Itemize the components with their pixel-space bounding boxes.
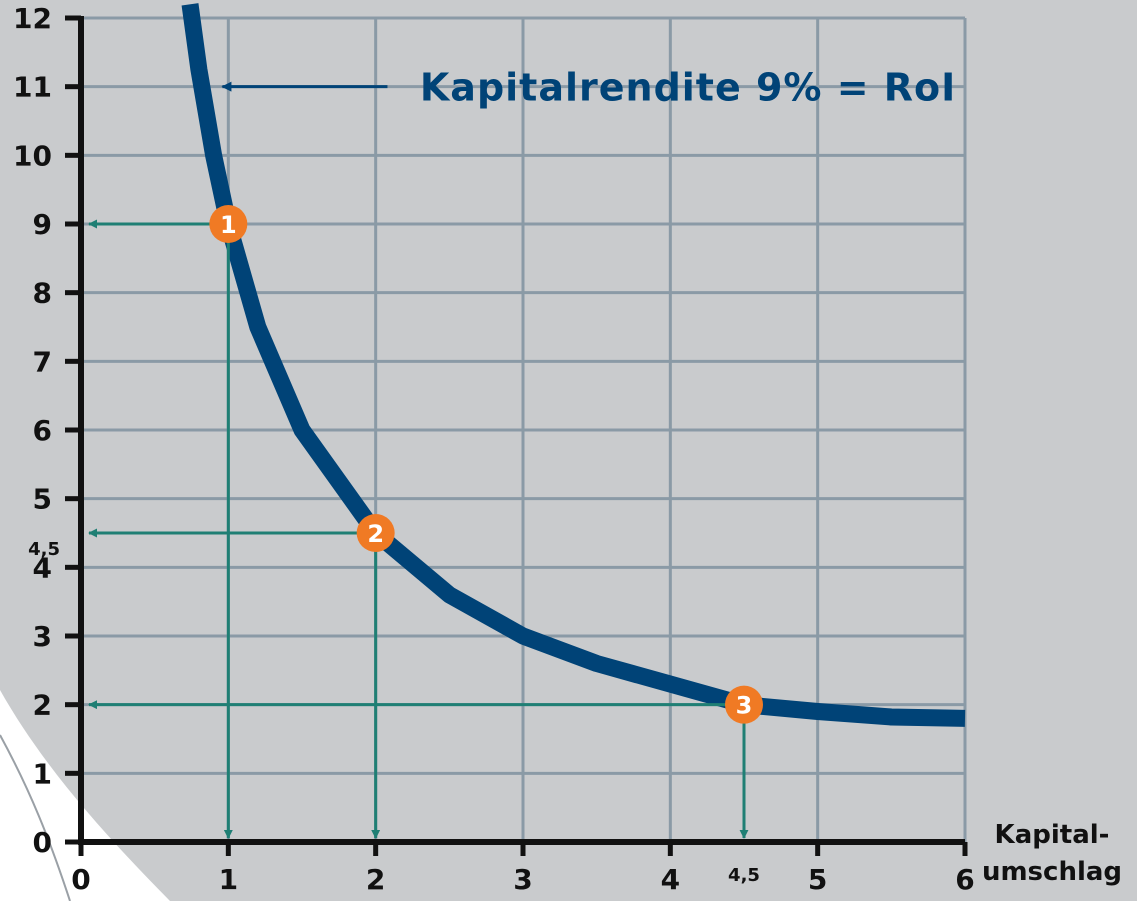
y-tick-label-11: 11	[13, 71, 52, 104]
x-tick-label-6: 6	[955, 863, 974, 896]
marker-1	[209, 205, 248, 243]
curve-layer	[181, 3, 966, 727]
y-tick-label-0: 0	[33, 826, 52, 859]
y-tick-label-2: 2	[33, 689, 52, 722]
y-tick-label-6: 6	[33, 414, 52, 447]
y-tick-label-3: 3	[33, 620, 52, 653]
markers: 1 2 3	[209, 205, 763, 724]
x-tick-label-5: 5	[808, 863, 827, 896]
axes	[65, 15, 968, 856]
y-tick-label-12: 12	[13, 2, 52, 35]
marker-2	[356, 514, 395, 552]
x-axis-title: Kapital-umschlag	[982, 820, 1122, 887]
x-tick-label-0: 0	[71, 863, 90, 896]
y-tick-label-10: 10	[13, 139, 52, 172]
marker-3	[725, 685, 763, 724]
y-tick-label-5: 5	[33, 483, 52, 516]
x-tick-label-3: 3	[513, 863, 532, 896]
marker-label-3: 3	[736, 692, 753, 720]
marker-label-2: 2	[367, 520, 384, 548]
annotation-label: Kapitalrendite 9% = RoI	[420, 66, 956, 110]
corner-curl-line	[0, 734, 71, 901]
y-tick-label-extra: 4,5	[28, 539, 60, 560]
marker-label-1: 1	[220, 211, 237, 239]
x-tick-label-1: 1	[219, 863, 238, 896]
y-tick-label-1: 1	[33, 757, 52, 790]
x-axis-title-line-1: Kapital-	[995, 820, 1110, 850]
y-tick-label-9: 9	[33, 208, 52, 241]
y-tick-label-8: 8	[33, 277, 52, 310]
x-axis-title-line-2: umschlag	[982, 857, 1122, 887]
guide-lines	[88, 219, 749, 839]
series-curve	[181, 3, 966, 727]
x-tick-label-4: 4	[661, 863, 680, 896]
x-tick-label-extra: 4,5	[728, 865, 760, 886]
y-tick-label-4: 4	[33, 551, 52, 584]
y-tick-label-7: 7	[33, 345, 52, 378]
x-tick-label-2: 2	[366, 863, 385, 896]
